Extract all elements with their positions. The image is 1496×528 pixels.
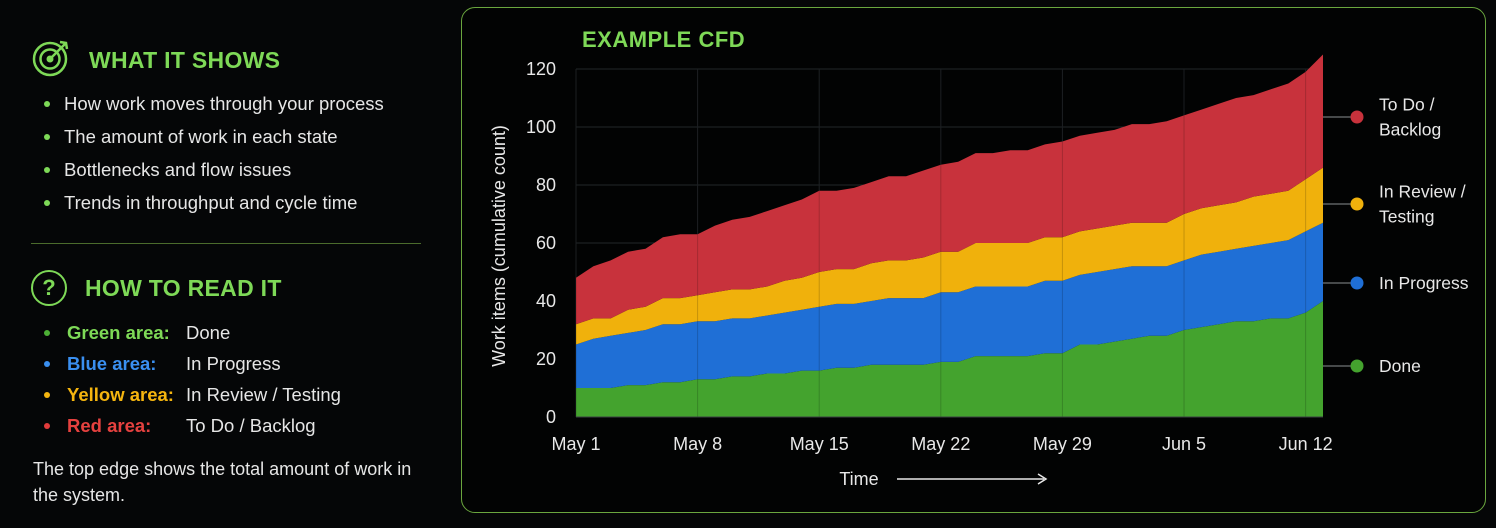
list-item: Trends in throughput and cycle time bbox=[32, 186, 384, 219]
list-item: Bottlenecks and flow issues bbox=[32, 153, 384, 186]
x-tick-label: May 8 bbox=[673, 434, 722, 454]
question-icon: ? bbox=[31, 270, 67, 306]
what-it-shows-title: WHAT IT SHOWS bbox=[89, 47, 281, 73]
target-icon bbox=[31, 38, 71, 83]
legend-label: Testing bbox=[1379, 207, 1434, 227]
area-in-review-testing bbox=[576, 167, 1323, 345]
what-it-shows-header: WHAT IT SHOWS bbox=[31, 38, 280, 83]
x-tick-label: May 22 bbox=[911, 434, 970, 454]
y-tick-label: 40 bbox=[536, 291, 556, 311]
row-key: Yellow area: bbox=[67, 383, 174, 405]
legend-row-in-progress: Blue area: In Progress bbox=[40, 348, 341, 379]
how-to-read-header: ? HOW TO READ IT bbox=[31, 270, 282, 306]
how-to-read-rows: Green area: Done Blue area: In Progress … bbox=[40, 317, 341, 441]
left-info-panel: WHAT IT SHOWS How work moves through you… bbox=[0, 0, 440, 528]
area-done bbox=[576, 301, 1323, 417]
row-key: Red area: bbox=[67, 414, 152, 436]
area-in-progress bbox=[576, 222, 1323, 388]
y-tick-label: 100 bbox=[526, 117, 556, 137]
y-axis-label: Work items (cumulative count) bbox=[489, 125, 509, 367]
bullet-dot bbox=[44, 422, 50, 429]
legend-label: In Progress bbox=[1379, 273, 1469, 293]
x-tick-label: Jun 12 bbox=[1279, 434, 1333, 454]
y-tick-label: 80 bbox=[536, 175, 556, 195]
legend-row-done: Green area: Done bbox=[40, 317, 341, 348]
legend-label: Done bbox=[1379, 356, 1421, 376]
legend-label: Backlog bbox=[1379, 120, 1441, 140]
row-value: To Do / Backlog bbox=[186, 414, 316, 436]
total-work-note: The top edge shows the total amount of w… bbox=[33, 459, 412, 505]
y-tick-label: 20 bbox=[536, 349, 556, 369]
legend-label: To Do / bbox=[1379, 95, 1435, 115]
x-tick-label: May 29 bbox=[1033, 434, 1092, 454]
legend-row-todo: Red area: To Do / Backlog bbox=[40, 410, 341, 441]
row-value: Done bbox=[186, 321, 231, 343]
bullet-dot bbox=[44, 360, 50, 367]
legend-row-in-review: Yellow area: In Review / Testing bbox=[40, 379, 341, 410]
legend-dot bbox=[1350, 110, 1364, 124]
what-it-shows-list: How work moves through your process The … bbox=[32, 87, 384, 219]
row-value: In Review / Testing bbox=[186, 383, 341, 405]
section-divider bbox=[31, 243, 421, 244]
row-key: Blue area: bbox=[67, 352, 157, 374]
row-value: In Progress bbox=[186, 352, 281, 374]
bullet-dot bbox=[44, 329, 50, 336]
y-tick-label: 0 bbox=[546, 407, 556, 427]
list-item: How work moves through your process bbox=[32, 87, 384, 120]
how-to-read-title: HOW TO READ IT bbox=[85, 274, 282, 301]
legend-label: In Review / bbox=[1379, 182, 1466, 202]
area-to-do-backlog bbox=[576, 54, 1323, 325]
x-axis-label: Time bbox=[839, 469, 878, 489]
legend-dot bbox=[1350, 197, 1364, 211]
chart-title: EXAMPLE CFD bbox=[582, 27, 746, 52]
x-tick-label: May 15 bbox=[790, 434, 849, 454]
list-item: The amount of work in each state bbox=[32, 120, 384, 153]
x-tick-label: May 1 bbox=[551, 434, 600, 454]
row-key: Green area: bbox=[67, 321, 170, 343]
x-tick-label: Jun 5 bbox=[1162, 434, 1206, 454]
legend-dot bbox=[1350, 359, 1364, 373]
legend-dot bbox=[1350, 276, 1364, 290]
bullet-dot bbox=[44, 391, 50, 398]
y-tick-label: 60 bbox=[536, 233, 556, 253]
arrow-right-icon-head bbox=[1037, 473, 1048, 485]
y-tick-label: 120 bbox=[526, 59, 556, 79]
